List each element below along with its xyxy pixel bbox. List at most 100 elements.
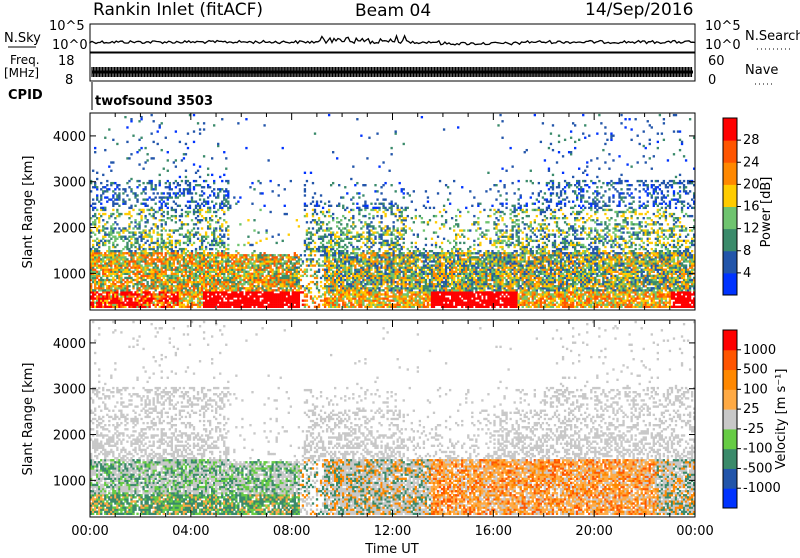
- heatmap-cell: [354, 291, 356, 293]
- heatmap-cell: [140, 236, 142, 238]
- heatmap-cell: [108, 264, 110, 266]
- heatmap-cell: [231, 262, 233, 264]
- heatmap-cell: [348, 273, 350, 275]
- heatmap-cell: [138, 120, 140, 122]
- heatmap-cell: [185, 153, 187, 155]
- heatmap-cell: [185, 260, 187, 262]
- heatmap-cell: [142, 182, 144, 184]
- heatmap-cell: [179, 295, 181, 297]
- heatmap-cell: [209, 271, 211, 273]
- heatmap-cell: [187, 293, 189, 295]
- heatmap-cell: [136, 291, 138, 293]
- heatmap-cell: [205, 180, 207, 182]
- heatmap-cell: [251, 264, 253, 266]
- heatmap-cell: [280, 281, 282, 283]
- heatmap-cell: [360, 269, 362, 271]
- heatmap-cell: [324, 233, 326, 235]
- heatmap-cell: [219, 279, 221, 281]
- heatmap-cell: [193, 163, 195, 165]
- heatmap-cell: [217, 244, 219, 246]
- heatmap-cell: [118, 213, 120, 215]
- heatmap-cell: [110, 256, 112, 258]
- heatmap-cell: [223, 285, 225, 287]
- heatmap-cell: [195, 233, 197, 235]
- heatmap-cell: [342, 285, 344, 287]
- heatmap-cell: [366, 157, 368, 159]
- heatmap-cell: [314, 273, 316, 275]
- heatmap-cell: [261, 271, 263, 273]
- heatmap-cell: [328, 287, 330, 289]
- heatmap-cell: [288, 258, 290, 260]
- heatmap-cell: [153, 260, 155, 262]
- heatmap-cell: [328, 269, 330, 271]
- heatmap-cell: [225, 254, 227, 256]
- heatmap-cell: [197, 262, 199, 264]
- heatmap-cell: [292, 275, 294, 277]
- heatmap-cell: [161, 250, 163, 252]
- heatmap-cell: [124, 266, 126, 268]
- heatmap-cell: [370, 256, 372, 258]
- heatmap-cell: [352, 256, 354, 258]
- heatmap-cell: [259, 306, 261, 308]
- heatmap-cell: [298, 289, 300, 291]
- heatmap-cell: [161, 238, 163, 240]
- heatmap-cell: [326, 289, 328, 291]
- heatmap-cell: [286, 262, 288, 264]
- heatmap-cell: [366, 246, 368, 248]
- heatmap-cell: [304, 269, 306, 271]
- heatmap-cell: [128, 254, 130, 256]
- heatmap-cell: [255, 258, 257, 260]
- heatmap-cell: [98, 306, 100, 308]
- heatmap-cell: [102, 279, 104, 281]
- heatmap-cell: [98, 299, 100, 301]
- heatmap-cell: [223, 254, 225, 256]
- heatmap-cell: [179, 291, 181, 293]
- heatmap-cell: [215, 273, 217, 275]
- heatmap-cell: [304, 209, 306, 211]
- heatmap-cell: [223, 302, 225, 304]
- heatmap-cell: [332, 277, 334, 279]
- heatmap-cell: [229, 254, 231, 256]
- heatmap-cell: [183, 252, 185, 254]
- heatmap-cell: [237, 287, 239, 289]
- heatmap-cell: [328, 306, 330, 308]
- heatmap-cell: [350, 198, 352, 200]
- heatmap-cell: [203, 250, 205, 252]
- heatmap-cell: [221, 266, 223, 268]
- heatmap-cell: [245, 254, 247, 256]
- heatmap-cell: [320, 250, 322, 252]
- heatmap-cell: [161, 264, 163, 266]
- heatmap-cell: [163, 246, 165, 248]
- heatmap-cell: [253, 279, 255, 281]
- heatmap-cell: [159, 306, 161, 308]
- heatmap-cell: [370, 258, 372, 260]
- heatmap-cell: [286, 281, 288, 283]
- heatmap-cell: [104, 252, 106, 254]
- heatmap-cell: [151, 240, 153, 242]
- heatmap-cell: [122, 188, 124, 190]
- heatmap-cell: [294, 281, 296, 283]
- heatmap-cell: [144, 192, 146, 194]
- heatmap-cell: [280, 291, 282, 293]
- heatmap-cell: [151, 277, 153, 279]
- heatmap-cell: [132, 231, 134, 233]
- heatmap-cell: [324, 269, 326, 271]
- heatmap-cell: [237, 293, 239, 295]
- heatmap-cell: [306, 258, 308, 260]
- heatmap-cell: [274, 281, 276, 283]
- heatmap-cell: [227, 256, 229, 258]
- heatmap-cell: [134, 242, 136, 244]
- heatmap-cell: [332, 279, 334, 281]
- heatmap-cell: [128, 217, 130, 219]
- heatmap-cell: [183, 293, 185, 295]
- heatmap-cell: [159, 277, 161, 279]
- heatmap-cell: [134, 299, 136, 301]
- heatmap-cell: [263, 258, 265, 260]
- heatmap-cell: [124, 190, 126, 192]
- heatmap-cell: [132, 192, 134, 194]
- heatmap-cell: [177, 184, 179, 186]
- heatmap-cell: [175, 196, 177, 198]
- heatmap-cell: [153, 157, 155, 159]
- heatmap-cell: [235, 289, 237, 291]
- heatmap-cell: [241, 260, 243, 262]
